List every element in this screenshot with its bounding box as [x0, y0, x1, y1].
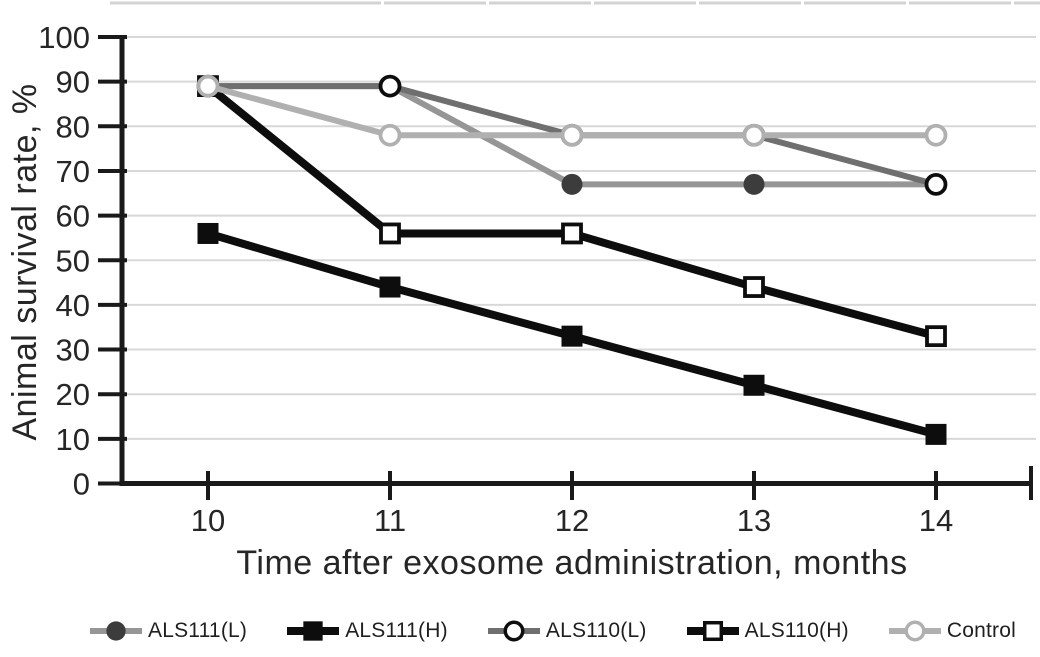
legend-label: ALS111(H)	[345, 619, 448, 642]
legend-swatch	[90, 621, 142, 641]
data-point-marker	[925, 325, 947, 348]
data-point-marker	[561, 222, 583, 245]
data-point-marker	[561, 173, 583, 195]
data-point-marker	[702, 620, 723, 642]
data-point-marker	[196, 74, 220, 98]
data-point-marker	[561, 325, 583, 347]
y-tick-label: 10	[56, 422, 90, 457]
legend-swatch	[686, 620, 739, 642]
data-point-marker	[924, 172, 948, 196]
legend-item-als110-l: ALS110(L)	[486, 617, 647, 645]
legend-label: ALS111(L)	[148, 619, 248, 642]
data-point-marker	[197, 222, 219, 244]
data-point-marker	[379, 276, 401, 298]
legend-item-als111-h: ALS111(H)	[285, 617, 448, 645]
plot-area: 0 10 20 30 40 50 60 70 80 90 100 10 11 12 13 14	[38, 20, 1036, 538]
legend-swatch	[287, 621, 340, 641]
y-tick-label: 40	[56, 288, 90, 323]
y-tick-label: 70	[56, 154, 90, 189]
x-tick-label: 11	[374, 503, 406, 538]
y-tick-label: 0	[73, 467, 90, 502]
legend-item-als111-l: ALS111(L)	[88, 617, 247, 645]
x-tick-label: 10	[191, 503, 225, 538]
y-tick-label: 90	[56, 65, 90, 100]
y-tick-label: 80	[56, 109, 90, 144]
y-tick-label: 100	[38, 20, 90, 55]
data-point-marker	[378, 123, 402, 147]
chart-legend: ALS111(L) ALS111(H) ALS110(L) ALS110(H) Cont…	[88, 613, 1016, 649]
legend-item-als110-h: ALS110(H)	[685, 617, 849, 645]
legend-swatch	[888, 620, 941, 642]
data-point-marker	[106, 621, 126, 641]
x-tick-label: 12	[555, 503, 589, 538]
series-als111-h	[197, 222, 947, 445]
y-tick-label: 50	[56, 243, 90, 278]
data-point-marker	[560, 123, 584, 147]
legend-item-control: Control	[887, 617, 1016, 645]
data-point-marker	[742, 123, 766, 147]
legend-label: ALS110(L)	[545, 619, 647, 642]
legend-label: ALS110(H)	[744, 619, 849, 642]
data-point-marker	[378, 74, 402, 98]
y-axis-title: Animal survival rate, %	[6, 83, 44, 440]
x-tick-label: 14	[919, 503, 953, 538]
data-point-marker	[303, 621, 323, 641]
data-point-marker	[743, 374, 765, 396]
data-point-marker	[924, 123, 948, 147]
data-point-marker	[925, 423, 947, 445]
data-point-marker	[743, 276, 765, 298]
data-point-marker	[904, 620, 926, 642]
data-point-marker	[503, 620, 525, 642]
series-control	[196, 74, 948, 147]
y-tick-label: 60	[56, 199, 90, 234]
y-tick-label: 30	[56, 333, 90, 368]
data-point-marker	[379, 222, 401, 245]
x-axis-title: Time after exosome administration, month…	[236, 544, 907, 582]
data-point-marker	[743, 173, 765, 195]
x-tick-label: 13	[737, 503, 771, 538]
legend-label: Control	[946, 619, 1016, 642]
y-tick-label: 20	[56, 377, 90, 412]
legend-swatch	[487, 620, 540, 642]
series-line	[205, 83, 938, 341]
